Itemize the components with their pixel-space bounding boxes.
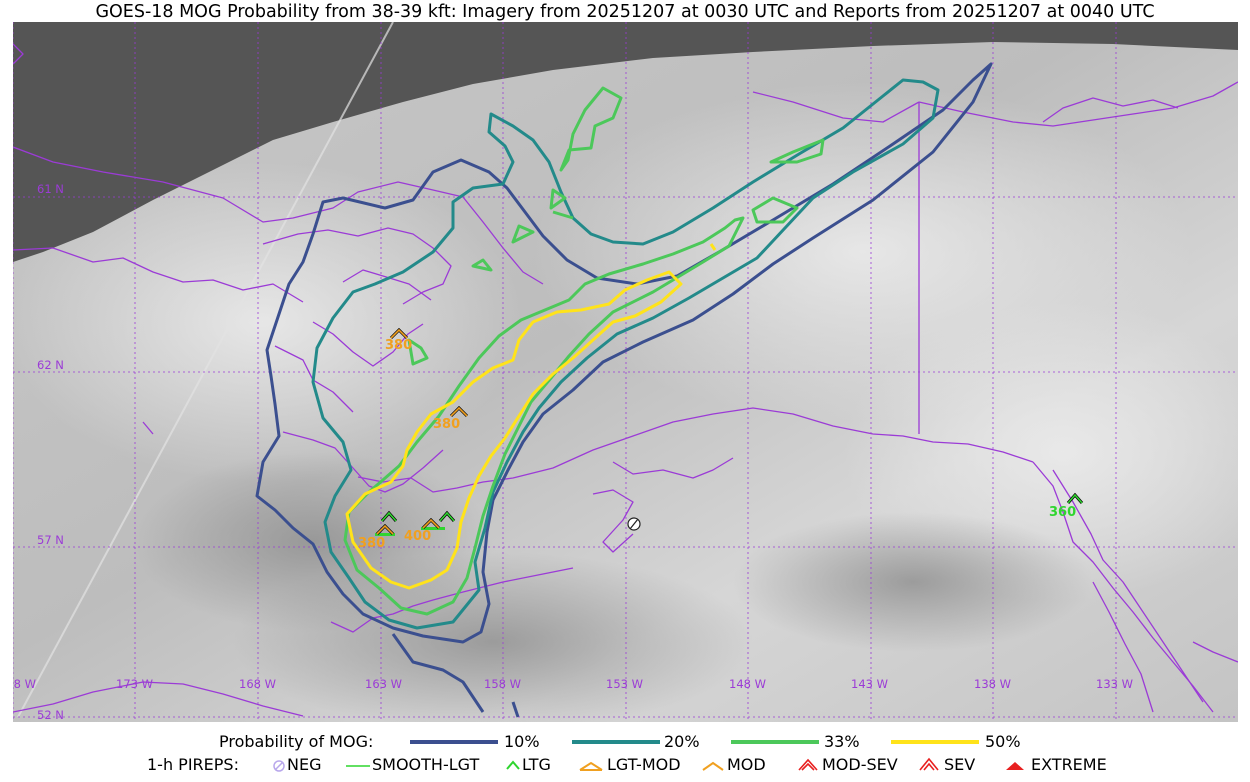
coastlines [13,43,1238,717]
lon-label: 168 W [239,677,276,691]
mod-sev-icon [798,758,818,771]
lat-lon-grid [13,22,1238,722]
pirep-item-label: MOD-SEV [822,755,898,774]
report-neg-icon [627,517,641,531]
contour-20pct [311,78,940,630]
ltg-icon [506,760,520,770]
contour-33pct [343,86,825,616]
report-label: 360 [1049,505,1076,520]
legend-item-label: 50% [985,732,1021,751]
grid-labels: 61 N 62 N 57 N 52 N 178 W 173 W 168 W 16… [13,182,1133,722]
lat-label: 57 N [37,533,64,547]
report-label: 380 [433,417,460,432]
no-data-region [13,22,1238,262]
report-label: 400 [404,529,431,544]
report-ltg-icon [1066,492,1084,504]
pirep-legend-title: 1-h PIREPS: [147,755,239,774]
lon-label: 133 W [1096,677,1133,691]
report-lgt-mod-icon [375,523,395,536]
legend-item-label: 33% [824,732,860,751]
legend-item-label: 10% [504,732,540,751]
pirep-legend: 1-h PIREPS: NEG SMOOTH-LGT LTG LGT-MOD M… [0,755,1250,777]
pirep-item-label: SEV [944,755,976,774]
report-ltg-icon [380,510,398,522]
mod-icon [702,761,724,771]
pirep-item-label: SMOOTH-LGT [372,755,480,774]
legend-line-10 [410,740,498,744]
legend-line-20 [572,740,660,744]
pirep-item-label: NEG [287,755,322,774]
lat-label: 62 N [37,358,64,372]
extreme-icon [1006,762,1024,770]
pirep-item-label: EXTREME [1031,755,1107,774]
probability-legend: Probability of MOG: 10% 20% 33% 50% [0,732,1250,754]
contour-50pct [345,243,717,590]
report-lgt-mod-icon [449,405,469,418]
legend-line-50 [891,740,979,744]
smooth-lgt-icon [346,765,370,767]
lat-label: 61 N [37,182,64,196]
legend-item-label: 20% [664,732,700,751]
report-lgt-mod-icon [389,327,409,340]
sev-icon [919,757,939,771]
map-panel: 380 380 380 400 [13,22,1238,722]
lon-label: 173 W [116,677,153,691]
pirep-item-label: LGT-MOD [607,755,681,774]
contour-10pct [255,62,993,718]
neg-icon [273,760,285,772]
pirep-reports: 380 380 380 400 [358,327,1084,551]
report-label: 380 [358,536,385,551]
lon-label: 143 W [851,677,888,691]
report-ltg-icon [438,510,456,522]
lgt-mod-icon [579,761,603,771]
lon-label: 158 W [484,677,521,691]
lon-label: 138 W [974,677,1011,691]
legend-line-33 [731,740,819,744]
report-label: 380 [385,338,412,353]
lon-label: 178 W [13,677,36,691]
chart-title: GOES-18 MOG Probability from 38-39 kft: … [95,2,1155,22]
lon-label: 163 W [365,677,402,691]
report-lgt-mod-icon [421,517,445,530]
probability-legend-title: Probability of MOG: [219,732,374,751]
lat-label: 52 N [37,708,64,722]
lon-label: 153 W [606,677,643,691]
pirep-item-label: MOD [727,755,766,774]
pirep-item-label: LTG [522,755,551,774]
lon-label: 148 W [729,677,766,691]
